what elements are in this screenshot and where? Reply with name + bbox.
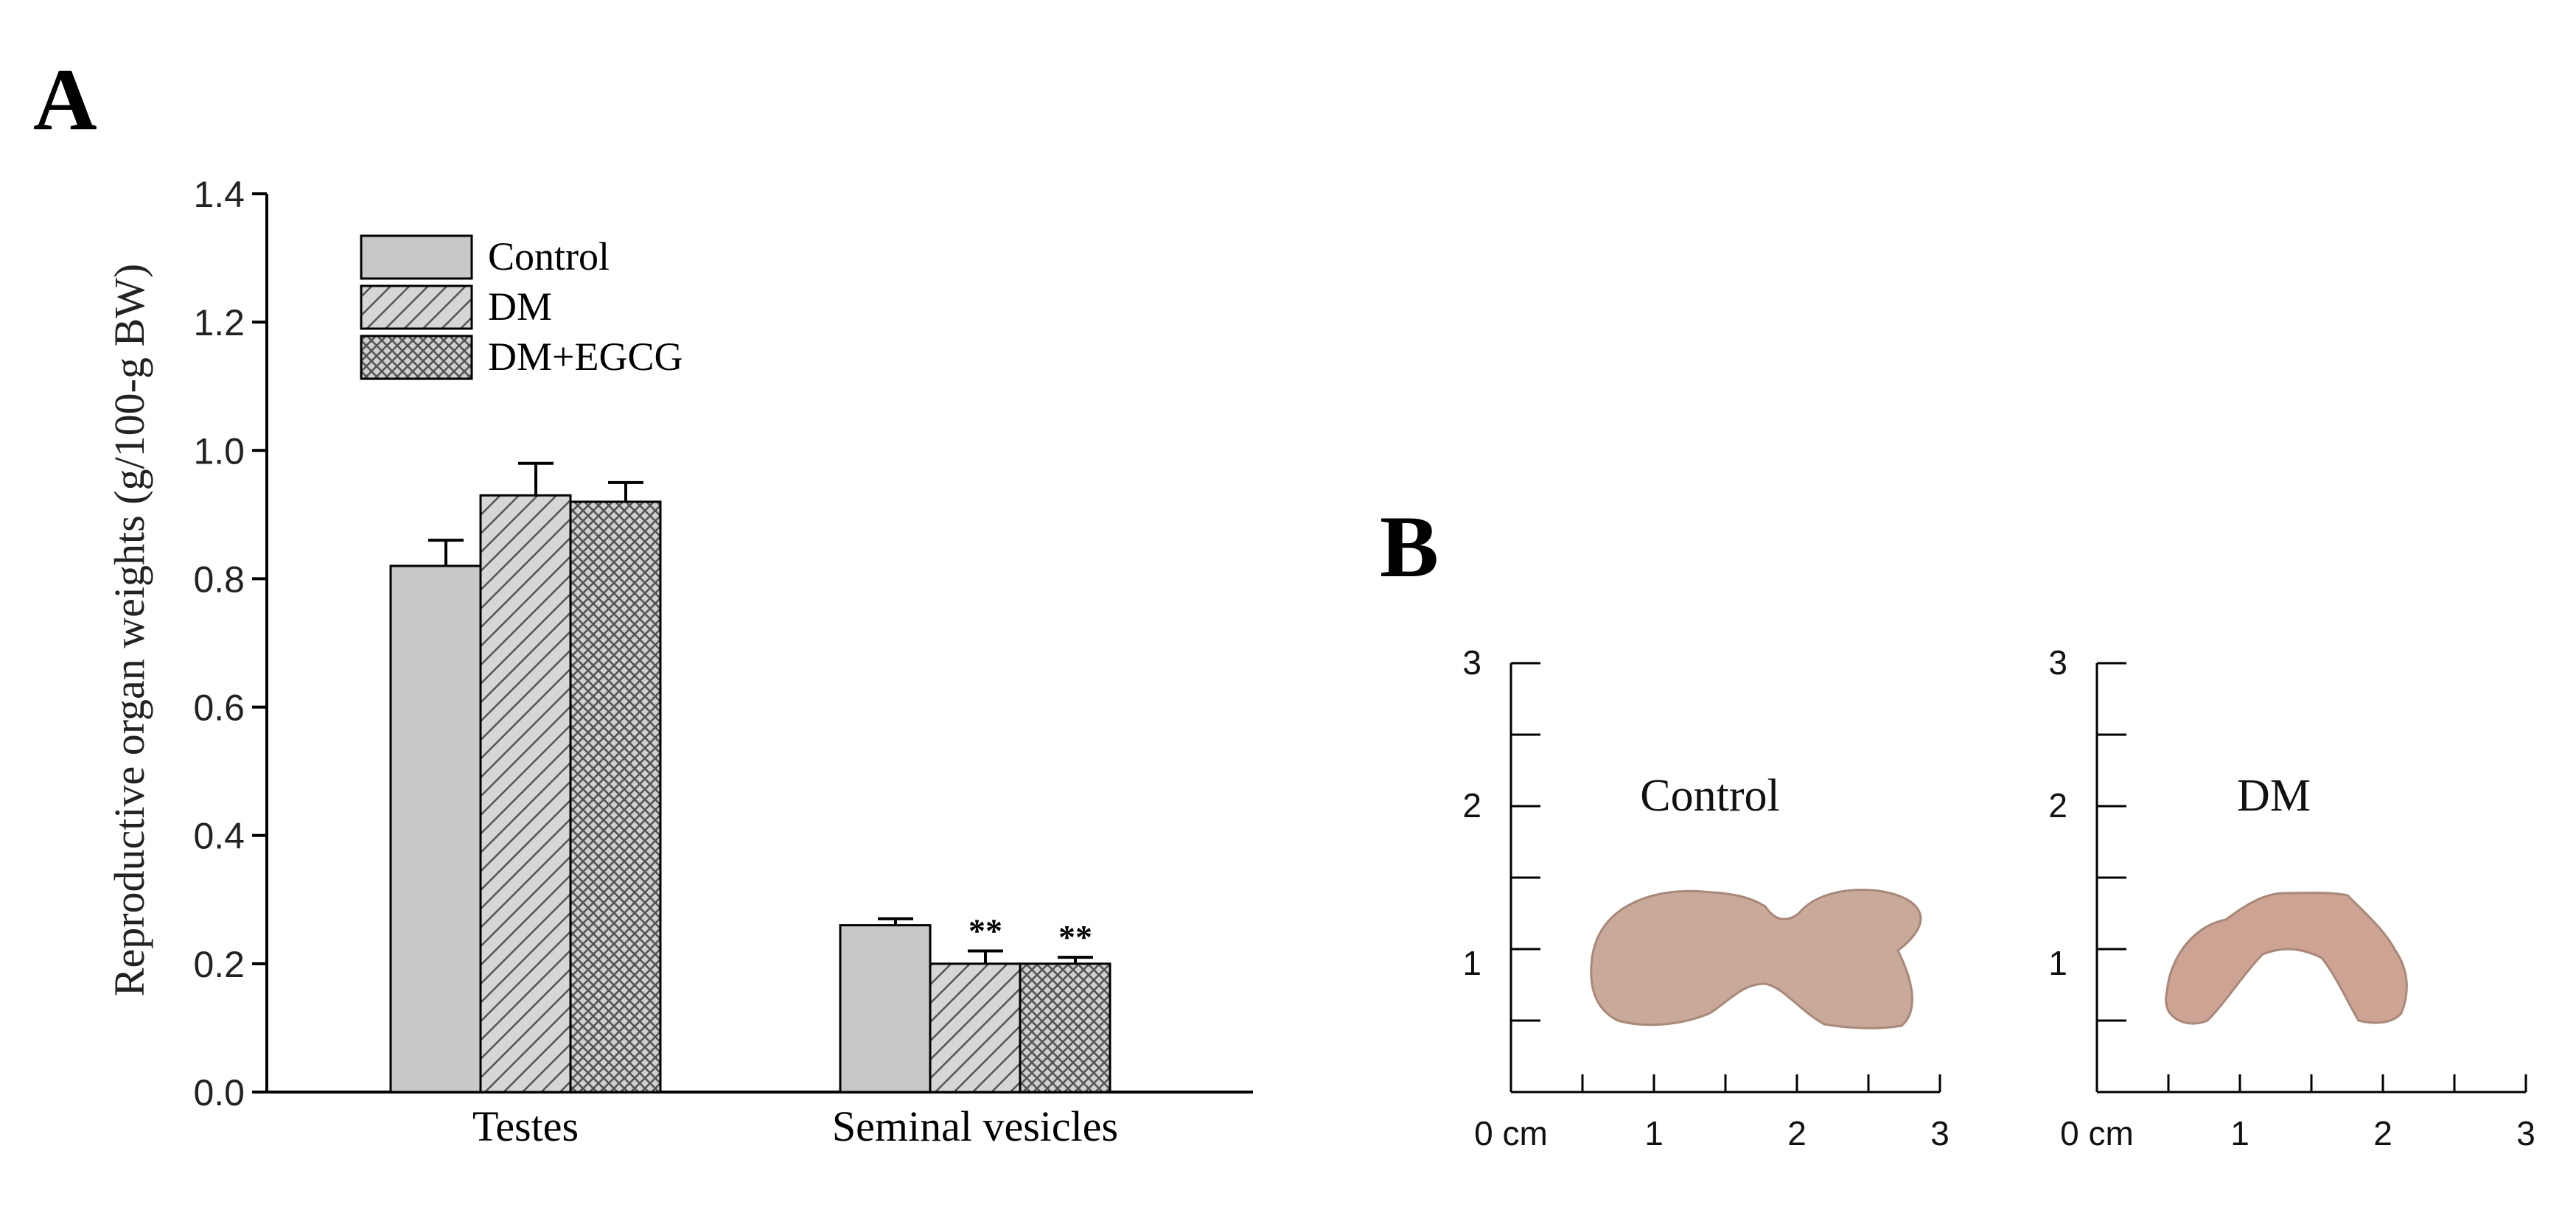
ruler-x-label: 3 bbox=[1930, 1114, 1950, 1152]
y-tick-label: 0.8 bbox=[193, 559, 245, 600]
y-tick-label: 0.0 bbox=[193, 1072, 245, 1113]
ruler-y-label: 1 bbox=[2048, 944, 2067, 982]
legend-swatch bbox=[360, 284, 473, 330]
y-tick-label: 0.4 bbox=[193, 816, 245, 857]
tissue-sample bbox=[2165, 892, 2408, 1025]
ruler-y-label: 3 bbox=[1462, 643, 1481, 682]
bar-dm-egcg bbox=[569, 500, 662, 1094]
y-tick-label: 0.6 bbox=[193, 688, 245, 729]
legend-label: DM bbox=[488, 284, 552, 329]
bar-control bbox=[389, 564, 482, 1094]
x-axis: Testes Seminal vesicles bbox=[267, 1091, 1253, 1150]
bar-dm bbox=[479, 494, 572, 1094]
ruler-x-label: 2 bbox=[1787, 1114, 1807, 1152]
panel-b-label: B bbox=[1380, 497, 1439, 595]
ruler-y-label: 2 bbox=[2048, 786, 2067, 825]
ruler-y-label: 2 bbox=[1462, 786, 1481, 825]
photo-title: Control bbox=[1640, 771, 1779, 821]
tissue-photos: 1 2 3 0 cm 1 2 3 Control 1 2 3 0 cm 1 2 3 DM bbox=[1462, 643, 2535, 1152]
panel-a-label: A bbox=[33, 50, 97, 148]
significance-label: ** bbox=[968, 912, 1002, 949]
x-category-label: Testes bbox=[472, 1102, 579, 1150]
legend-swatch bbox=[360, 335, 473, 380]
photo-title: DM bbox=[2237, 771, 2311, 821]
y-tick-label: 0.2 bbox=[193, 944, 245, 985]
photo-control: 1 2 3 0 cm 1 2 3 Control bbox=[1462, 643, 1949, 1152]
y-axis: 0.0 0.2 0.4 0.6 0.8 1.0 1.2 1.4 bbox=[193, 174, 268, 1113]
ruler-x-label: 1 bbox=[1644, 1114, 1664, 1152]
ruler-x-label: 0 cm bbox=[2060, 1114, 2134, 1152]
legend: Control DM DM+EGCG bbox=[360, 234, 683, 380]
ruler-x-label: 2 bbox=[2373, 1114, 2392, 1152]
ruler-y-label: 1 bbox=[1462, 944, 1481, 982]
bar-control bbox=[839, 924, 932, 1094]
y-tick-label: 1.0 bbox=[193, 430, 245, 472]
y-tick-label: 1.2 bbox=[193, 302, 245, 343]
legend-label: DM+EGCG bbox=[488, 335, 683, 379]
ruler-x-label: 3 bbox=[2516, 1114, 2535, 1152]
bar-chart: 0.0 0.2 0.4 0.6 0.8 1.0 1.2 1.4 Testes Seminal v… bbox=[105, 174, 1253, 1150]
bar-dm bbox=[929, 962, 1022, 1094]
legend-swatch bbox=[360, 234, 473, 280]
ruler-x-label: 1 bbox=[2230, 1114, 2249, 1152]
tissue-sample bbox=[1590, 889, 1922, 1029]
y-tick-label: 1.4 bbox=[193, 174, 245, 215]
x-category-label: Seminal vesicles bbox=[832, 1102, 1118, 1150]
ruler-x-label: 0 cm bbox=[1474, 1114, 1548, 1152]
y-axis-label: Reproductive organ weights (g/100-g BW) bbox=[105, 264, 153, 996]
bar-dm-egcg bbox=[1019, 962, 1111, 1094]
bars: ** ** bbox=[389, 461, 1111, 1094]
legend-label: Control bbox=[488, 234, 610, 279]
photo-dm: 1 2 3 0 cm 1 2 3 DM bbox=[2048, 643, 2535, 1152]
ruler-y-label: 3 bbox=[2048, 643, 2067, 682]
significance-label: ** bbox=[1058, 918, 1092, 956]
